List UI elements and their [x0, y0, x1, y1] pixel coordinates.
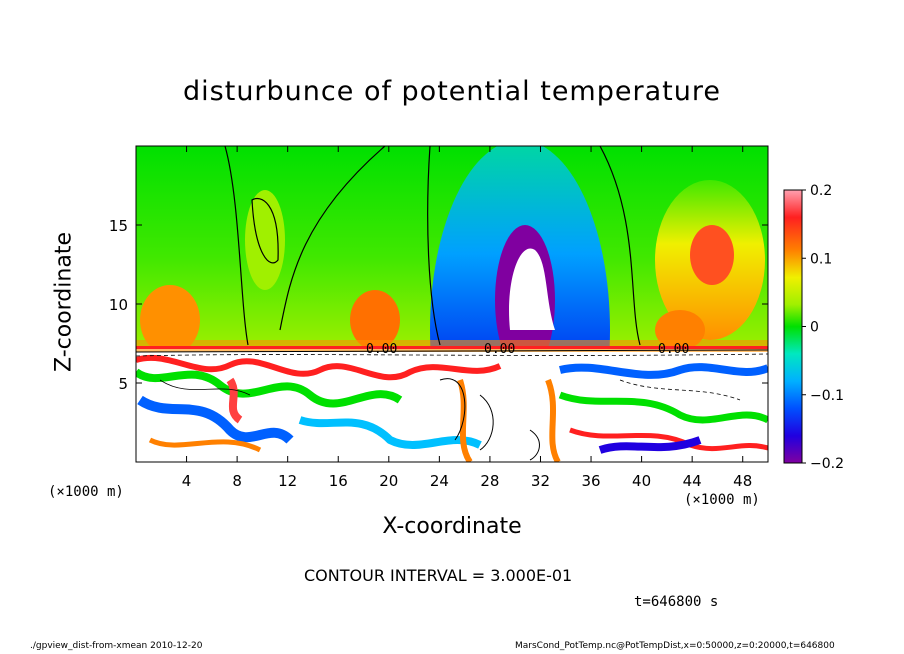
x-tick-label: 8	[232, 472, 242, 490]
colorbar-ticks: 0.2 0.1 0 −0.1 −0.2	[802, 183, 844, 472]
x-tick-label: 20	[379, 472, 398, 490]
y-tick-label: 10	[109, 296, 128, 314]
x-axis-ticks: 4 8 12 16 20 24 28 32 36 40 44 48	[182, 146, 752, 490]
colorbar-tick-label: 0.2	[810, 183, 832, 199]
x-tick-label: 44	[683, 472, 702, 490]
colorbar	[783, 189, 803, 464]
x-tick-label: 4	[182, 472, 192, 490]
x-tick-label: 12	[278, 472, 297, 490]
y-tick-label: 5	[118, 375, 128, 393]
y-tick-label: 15	[109, 217, 128, 235]
footer-right: MarsCond_PotTemp.nc@PotTempDist,x=0:5000…	[515, 641, 835, 651]
x-axis-label: X-coordinate	[382, 514, 522, 539]
time-stamp: t=646800 s	[634, 594, 719, 610]
x-tick-label: 32	[531, 472, 550, 490]
colorbar-tick-label: −0.2	[810, 456, 844, 472]
x-unit-label-left: (×1000 m)	[48, 484, 124, 500]
footer-left: ./gpview_dist-from-xmean 2010-12-20	[30, 641, 203, 651]
contour-label: 0.00	[484, 342, 515, 357]
x-tick-label: 28	[480, 472, 499, 490]
x-unit-label-right: (×1000 m)	[684, 492, 760, 508]
colorbar-tick-label: 0	[810, 320, 819, 336]
y-axis-ticks: 5 10 15	[109, 217, 768, 393]
x-tick-label: 16	[329, 472, 348, 490]
contour-interval-text: CONTOUR INTERVAL = 3.000E-01	[304, 566, 573, 585]
colorbar-tick-label: −0.1	[810, 388, 844, 404]
x-tick-label: 48	[733, 472, 752, 490]
colorbar-tick-label: 0.1	[810, 251, 832, 267]
chart-title: disturbunce of potential temperature	[183, 76, 721, 107]
contour-labels: 0.00 0.00 0.00	[366, 342, 689, 357]
x-tick-label: 36	[581, 472, 600, 490]
x-tick-label: 24	[430, 472, 449, 490]
y-axis-label: Z-coordinate	[51, 232, 77, 372]
contour-label: 0.00	[366, 342, 397, 357]
contour-label: 0.00	[658, 342, 689, 357]
x-tick-label: 40	[632, 472, 651, 490]
heatmap-field	[136, 146, 768, 462]
